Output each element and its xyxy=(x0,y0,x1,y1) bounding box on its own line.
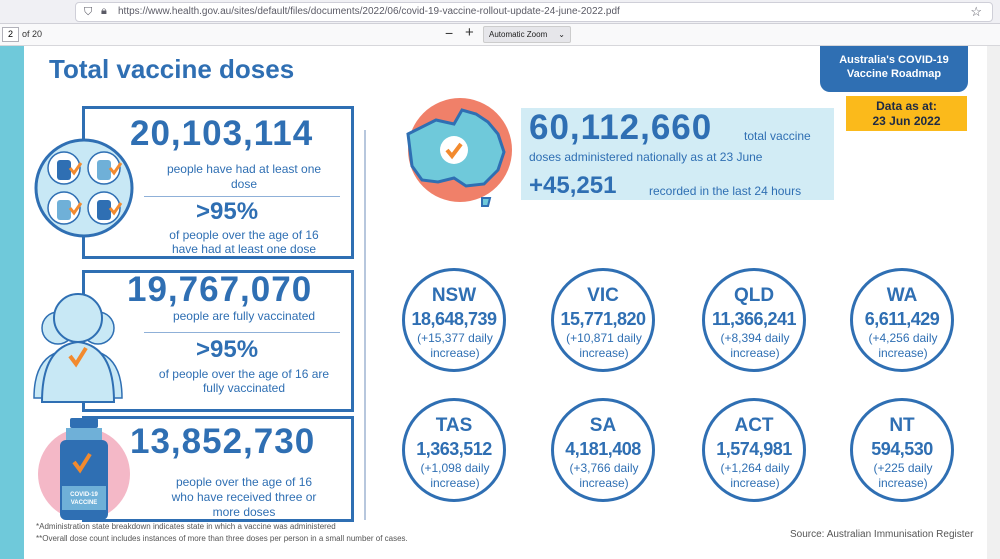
first-dose-pct-text-1: of people over the age of 16 xyxy=(169,228,319,242)
state-increase-1: (+1,098 daily xyxy=(420,461,490,475)
divider xyxy=(144,332,340,333)
state-increase-2: increase) xyxy=(730,346,780,360)
first-dose-text-2: dose xyxy=(230,177,258,191)
url-bar[interactable]: ⛉ 🔒︎ https://www.health.gov.au/sites/def… xyxy=(75,2,993,22)
total-doses-increase-label: recorded in the last 24 hours xyxy=(649,184,802,198)
state-name: ACT xyxy=(734,415,774,436)
scrollbar[interactable] xyxy=(987,46,1000,559)
three-doses-text-2: who have received three or xyxy=(171,490,317,504)
roadmap-line1: Australia's COVID-19 xyxy=(839,54,949,66)
state-total: 4,181,408 xyxy=(565,439,641,459)
state-increase-1: (+10,871 daily xyxy=(566,331,642,345)
three-doses-text-3: more doses xyxy=(212,505,276,519)
state-increase-2: increase) xyxy=(430,346,480,360)
state-increase-1: (+15,377 daily xyxy=(417,331,493,345)
state-circle-wa: WA 6,611,429 (+4,256 daily increase) xyxy=(850,268,954,372)
footnote-2: **Overall dose count includes instances … xyxy=(36,534,408,543)
source-note: Source: Australian Immunisation Register xyxy=(790,529,974,540)
state-name: NT xyxy=(889,415,915,436)
state-name: NSW xyxy=(431,285,477,306)
total-doses-label: total vaccine xyxy=(744,129,811,143)
state-increase-2: increase) xyxy=(730,476,780,490)
state-increase-1: (+3,766 daily xyxy=(569,461,639,475)
total-doses-panel xyxy=(521,108,834,200)
first-dose-number: 20,103,114 xyxy=(130,114,314,153)
fully-vaccinated-pct: >95% xyxy=(196,336,259,363)
state-increase-2: increase) xyxy=(878,476,928,490)
state-total: 11,366,241 xyxy=(711,309,797,329)
page-count-label: of 20 xyxy=(22,29,43,39)
zoom-in-button[interactable]: + xyxy=(465,24,474,41)
fully-vaccinated-pct-text-2: fully vaccinated xyxy=(202,381,286,395)
state-circle-tas: TAS 1,363,512 (+1,098 daily increase) xyxy=(402,398,506,502)
pdf-toolbar: 2 of 20 − + Automatic Zoom ⌄ xyxy=(0,24,1000,46)
footnote-1: *Administration state breakdown indicate… xyxy=(36,522,336,531)
shield-icon[interactable]: ⛉ xyxy=(84,6,93,18)
divider xyxy=(144,196,340,197)
state-total: 6,611,429 xyxy=(864,309,940,329)
state-name: SA xyxy=(589,415,617,436)
australia-map-icon xyxy=(406,98,512,207)
people-group-icon xyxy=(34,138,134,238)
state-circle-vic: VIC 15,771,820 (+10,871 daily increase) xyxy=(551,268,655,372)
vaccine-vial-icon xyxy=(38,418,130,520)
vial-label-2: VACCINE xyxy=(70,500,98,506)
zoom-out-button[interactable]: − xyxy=(445,25,454,41)
data-asat-line2: 23 Jun 2022 xyxy=(872,114,941,128)
fully-vaccinated-number: 19,767,070 xyxy=(127,270,313,309)
chevron-down-icon: ⌄ xyxy=(558,30,565,39)
page-title: Total vaccine doses xyxy=(49,54,295,84)
first-dose-pct-text-2: have had at least one dose xyxy=(171,242,317,256)
data-date-badge: Data as at: 23 Jun 2022 xyxy=(846,96,967,131)
pdf-viewer: Total vaccine doses Australia's COVID-19… xyxy=(0,46,1000,559)
total-doses-subtext: doses administered nationally as at 23 J… xyxy=(529,150,763,164)
first-dose-text-1: people have had at least one xyxy=(166,162,322,176)
state-total: 15,771,820 xyxy=(560,309,646,329)
state-name: VIC xyxy=(587,285,619,306)
state-circle-nt: NT 594,530 (+225 daily increase) xyxy=(850,398,954,502)
vertical-divider xyxy=(364,130,366,520)
three-doses-number: 13,852,730 xyxy=(130,422,316,461)
state-total: 1,363,512 xyxy=(416,439,492,459)
fully-vaccinated-box xyxy=(82,270,354,412)
fully-vaccinated-text: people are fully vaccinated xyxy=(172,309,316,323)
bookmark-star-icon[interactable]: ☆ xyxy=(970,4,982,19)
browser-toolbar: ⛉ 🔒︎ https://www.health.gov.au/sites/def… xyxy=(0,0,1000,24)
state-name: WA xyxy=(886,285,918,306)
data-asat-line1: Data as at: xyxy=(876,99,937,113)
zoom-select[interactable]: Automatic Zoom ⌄ xyxy=(483,26,571,43)
zoom-select-label: Automatic Zoom xyxy=(489,30,548,39)
state-increase-2: increase) xyxy=(579,476,629,490)
url-text[interactable]: https://www.health.gov.au/sites/default/… xyxy=(118,6,620,17)
state-increase-1: (+8,394 daily xyxy=(720,331,790,345)
state-circle-act: ACT 1,574,981 (+1,264 daily increase) xyxy=(702,398,806,502)
total-doses-number: 60,112,660 xyxy=(529,108,713,147)
state-circle-qld: QLD 11,366,241 (+8,394 daily increase) xyxy=(702,268,806,372)
lock-icon[interactable]: 🔒︎ xyxy=(101,5,107,17)
state-total: 1,574,981 xyxy=(716,439,792,459)
person-icon xyxy=(33,293,123,403)
state-increase-1: (+1,264 daily xyxy=(720,461,790,475)
first-dose-pct: >95% xyxy=(196,198,259,225)
state-name: TAS xyxy=(435,415,473,436)
three-doses-text-1: people over the age of 16 xyxy=(175,475,313,489)
total-doses-increase: +45,251 xyxy=(529,172,617,199)
state-increase-2: increase) xyxy=(430,476,480,490)
pdf-page: Total vaccine doses Australia's COVID-19… xyxy=(24,46,987,559)
state-circle-nsw: NSW 18,648,739 (+15,377 daily increase) xyxy=(402,268,506,372)
state-increase-1: (+225 daily xyxy=(873,461,933,475)
state-total: 18,648,739 xyxy=(411,309,497,329)
roadmap-badge: Australia's COVID-19 Vaccine Roadmap xyxy=(820,46,968,92)
state-name: QLD xyxy=(733,285,775,306)
state-circle-sa: SA 4,181,408 (+3,766 daily increase) xyxy=(551,398,655,502)
roadmap-line2: Vaccine Roadmap xyxy=(846,68,942,80)
state-total: 594,530 xyxy=(871,439,933,459)
page-number-input[interactable]: 2 xyxy=(2,27,19,42)
state-increase-2: increase) xyxy=(579,346,629,360)
state-increase-2: increase) xyxy=(878,346,928,360)
vial-label-1: COVID-19 xyxy=(70,492,98,498)
state-increase-1: (+4,256 daily xyxy=(868,331,938,345)
fully-vaccinated-pct-text-1: of people over the age of 16 are xyxy=(158,367,330,381)
